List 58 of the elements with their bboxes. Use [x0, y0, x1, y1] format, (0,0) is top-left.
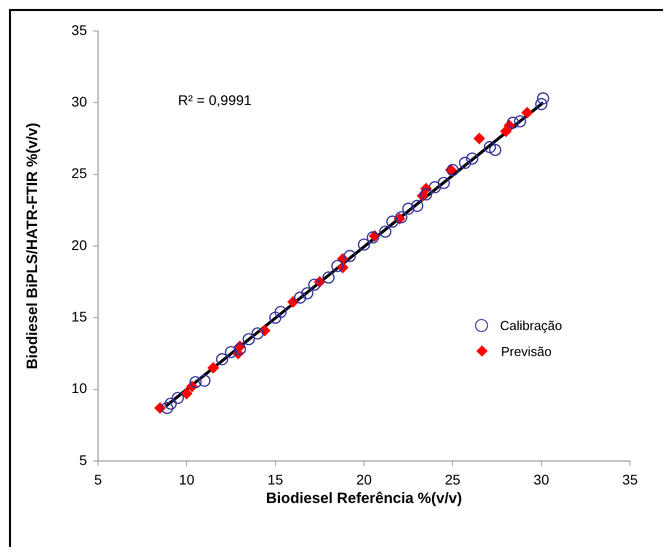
x-tick-label: 10 — [178, 471, 195, 488]
point — [420, 188, 432, 200]
point — [344, 250, 356, 262]
x-tick-label: 25 — [444, 471, 461, 488]
point — [269, 312, 282, 324]
point — [489, 144, 502, 156]
x-tick-label: 15 — [268, 471, 284, 488]
point — [216, 353, 228, 366]
y-tick-label: 35 — [71, 22, 88, 38]
point — [252, 327, 264, 340]
x-tick-label: 30 — [534, 471, 550, 488]
x-axis-title: Biodiesel Referência %(v/v) — [266, 490, 462, 508]
point — [331, 260, 344, 272]
point — [189, 376, 202, 388]
point — [164, 398, 177, 410]
x-tick-label: 20 — [356, 471, 372, 488]
y-tick-label: 30 — [71, 94, 88, 110]
point — [438, 176, 450, 190]
point — [386, 216, 398, 228]
x-tick-label: 5 — [94, 471, 102, 488]
point — [411, 200, 424, 212]
annotation: R² = 0,9991 — [178, 92, 252, 108]
point — [484, 141, 496, 154]
point — [287, 296, 299, 308]
point — [458, 156, 472, 169]
point — [379, 226, 392, 238]
y-tick-label: 10 — [71, 380, 88, 396]
point — [322, 271, 335, 284]
point — [466, 152, 478, 165]
point — [474, 132, 485, 144]
point — [537, 92, 550, 104]
point — [301, 287, 314, 300]
y-tick-label: 25 — [71, 165, 88, 182]
y-axis-title: Biodiesel BiPLS/HATR-FTIR %(v/v) — [24, 122, 42, 370]
y-tick-label: 5 — [79, 452, 88, 468]
point — [514, 115, 526, 128]
point — [172, 392, 184, 404]
point — [208, 362, 219, 374]
point — [428, 181, 442, 194]
point — [358, 238, 370, 251]
point — [234, 343, 246, 356]
y-tick-label: 15 — [71, 308, 88, 325]
x-tick-label: 35 — [622, 471, 638, 488]
point — [402, 202, 414, 215]
point — [198, 374, 210, 387]
point — [161, 402, 174, 414]
point — [181, 388, 192, 400]
point — [294, 292, 306, 304]
point — [224, 346, 238, 358]
point — [535, 98, 548, 110]
point — [308, 278, 320, 291]
point — [522, 107, 533, 118]
point — [274, 306, 287, 318]
legend-label: Calibração — [500, 318, 562, 332]
legend-label: Previsão — [501, 344, 552, 358]
y-tick-label: 20 — [71, 236, 88, 253]
point — [242, 333, 255, 346]
point — [506, 116, 520, 129]
